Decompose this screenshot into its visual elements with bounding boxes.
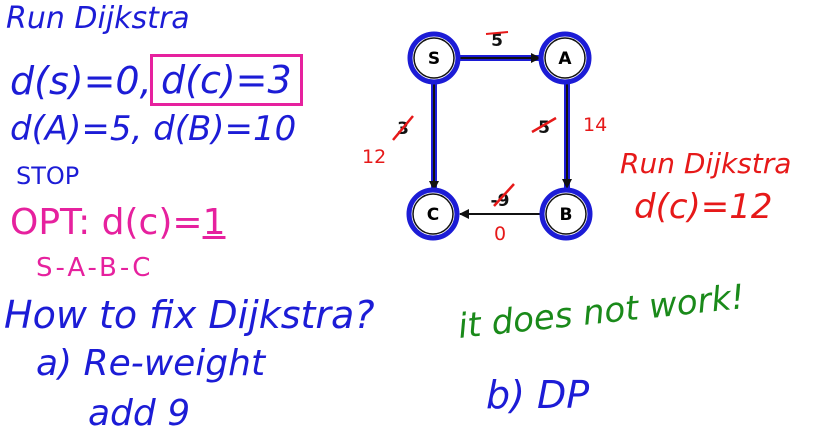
node-s-label: S bbox=[428, 49, 440, 69]
node-b-label: B bbox=[560, 205, 573, 225]
weight-b-c-new: 0 bbox=[494, 223, 506, 245]
node-s: S bbox=[410, 34, 458, 82]
node-c: C bbox=[409, 190, 457, 238]
option-a-detail: add 9 bbox=[88, 396, 190, 432]
node-a: A bbox=[541, 34, 589, 82]
option-a: a) Re-weight bbox=[36, 346, 265, 382]
node-a-label: A bbox=[558, 49, 572, 69]
weight-s-c-new: 12 bbox=[362, 146, 386, 168]
node-c-label: C bbox=[427, 205, 439, 225]
weight-a-b-new: 14 bbox=[583, 114, 607, 136]
strike-s-a bbox=[486, 32, 508, 34]
right-result: d(c)=12 bbox=[634, 190, 773, 224]
node-b: B bbox=[542, 190, 590, 238]
option-b: b) DP bbox=[486, 376, 589, 414]
right-run-dijkstra: Run Dijkstra bbox=[620, 150, 791, 178]
fix-question: How to fix Dijkstra? bbox=[4, 296, 374, 334]
